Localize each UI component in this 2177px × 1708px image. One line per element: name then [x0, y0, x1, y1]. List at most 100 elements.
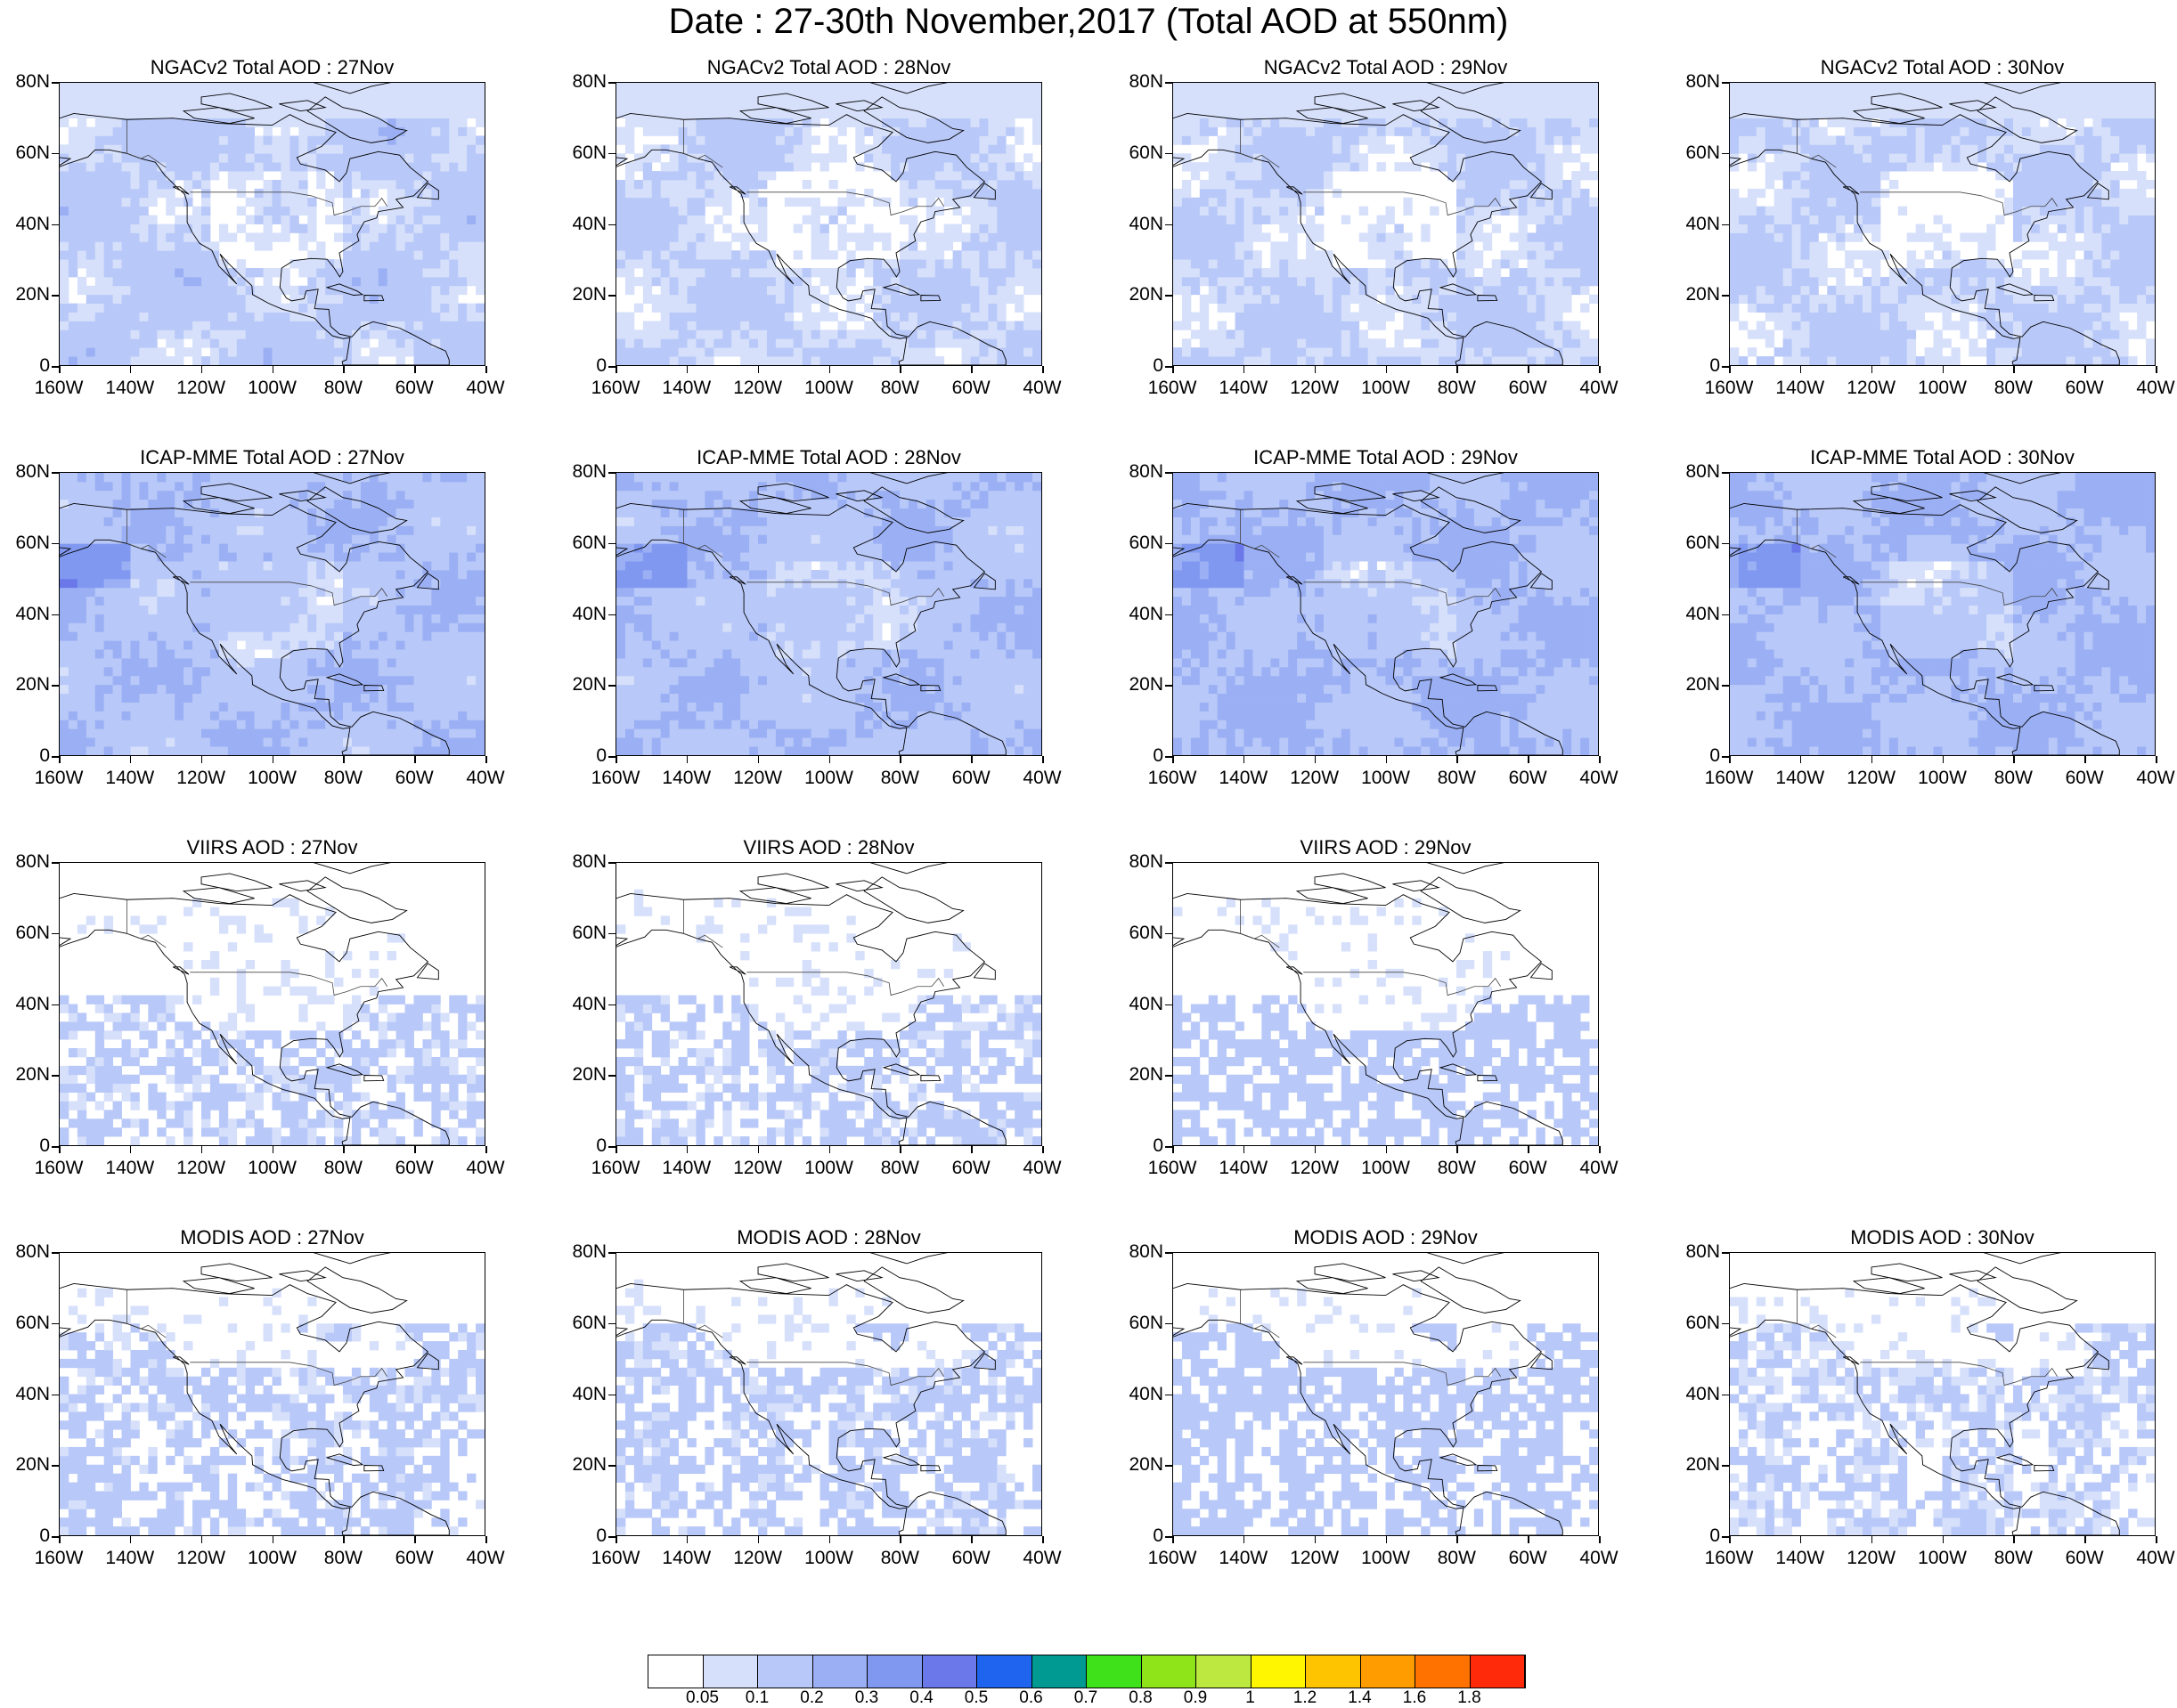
- y-tick: [1165, 1075, 1172, 1077]
- y-tick: [1722, 82, 1729, 84]
- national-border: [683, 119, 944, 216]
- x-tick: [343, 756, 345, 763]
- x-tick-label: 140W: [1775, 1548, 1825, 1568]
- x-tick: [414, 1146, 416, 1153]
- coastline: [1730, 83, 2120, 365]
- y-tick-label: 0: [596, 1135, 607, 1156]
- x-tick: [200, 1146, 203, 1153]
- x-tick-label: 100W: [1918, 378, 1967, 398]
- x-tick-label: 100W: [248, 768, 297, 788]
- y-tick-label: 20N: [1129, 674, 1163, 695]
- x-tick: [1942, 366, 1944, 373]
- map-panel: MODIS AOD : 29Nov 80N 60N 40N 20N 0 160W 140W 12…: [1113, 1225, 1618, 1617]
- x-tick: [1799, 1536, 1802, 1543]
- x-tick: [414, 1536, 416, 1543]
- y-tick: [1165, 756, 1172, 758]
- coastline: [1173, 83, 1563, 365]
- x-tick: [828, 1536, 830, 1543]
- aod-cells: [1173, 473, 1598, 755]
- x-tick: [485, 1146, 487, 1153]
- y-tick: [1722, 152, 1729, 155]
- x-tick-label: 80W: [1994, 1548, 2033, 1568]
- y-tick: [608, 152, 616, 155]
- y-tick: [608, 756, 616, 758]
- colorbar-label: 0.7: [1073, 1688, 1098, 1707]
- aod-field: [1730, 473, 2155, 755]
- x-tick: [757, 1536, 760, 1543]
- panel-title: NGACv2 Total AOD : 27Nov: [150, 56, 395, 78]
- y-tick-label: 20N: [1685, 674, 1720, 695]
- colorbar-label: 1.2: [1292, 1688, 1317, 1707]
- x-tick-label: 100W: [804, 378, 853, 398]
- y-tick-label: 20N: [1129, 1454, 1163, 1476]
- coastline: [1730, 1253, 2120, 1535]
- y-tick: [52, 1004, 59, 1005]
- y-tick: [608, 932, 616, 935]
- aod-map: [1172, 472, 1599, 756]
- x-tick: [1528, 1536, 1529, 1543]
- y-tick: [1165, 542, 1172, 545]
- x-tick-label: 80W: [880, 1158, 919, 1178]
- x-tick: [2013, 756, 2015, 763]
- aod-field: [616, 863, 1041, 1145]
- x-tick: [971, 366, 973, 373]
- x-tick: [485, 366, 487, 373]
- y-tick-label: 20N: [572, 284, 607, 305]
- national-border: [126, 119, 387, 216]
- coastline: [60, 1253, 450, 1535]
- x-tick-label: 60W: [395, 378, 434, 398]
- x-tick: [1871, 756, 1873, 763]
- national-border: [683, 509, 944, 606]
- x-tick-label: 40W: [1579, 1158, 1618, 1178]
- y-tick: [1722, 1252, 1729, 1254]
- x-tick: [1172, 1146, 1174, 1153]
- x-tick-label: 120W: [1290, 1548, 1340, 1568]
- aod-map: [59, 472, 485, 756]
- x-tick-label: 100W: [804, 1158, 853, 1178]
- y-tick-label: 40N: [15, 603, 50, 624]
- x-tick: [757, 1146, 760, 1153]
- panel-title: MODIS AOD : 28Nov: [737, 1226, 921, 1248]
- x-tick-label: 40W: [1023, 768, 1062, 788]
- aod-map: [1172, 862, 1599, 1146]
- x-tick-label: 120W: [1847, 378, 1896, 398]
- y-tick-label: 60N: [1129, 142, 1163, 163]
- y-tick: [1165, 1146, 1172, 1148]
- y-tick: [52, 1252, 59, 1254]
- y-tick-label: 80N: [1685, 461, 1720, 482]
- x-tick: [59, 1146, 61, 1153]
- x-tick-label: 160W: [1704, 378, 1754, 398]
- map-panel: NGACv2 Total AOD : 30Nov 80N 60N 40N 20N 0 160…: [1670, 55, 2174, 447]
- x-tick: [2156, 1536, 2157, 1543]
- x-tick-label: 100W: [1361, 378, 1410, 398]
- y-tick-label: 40N: [572, 603, 607, 624]
- y-tick-label: 60N: [572, 922, 607, 943]
- x-tick-label: 40W: [466, 1158, 505, 1178]
- y-tick-label: 0: [596, 745, 607, 766]
- x-tick-label: 80W: [1437, 1548, 1476, 1568]
- y-tick: [1722, 1536, 1729, 1538]
- x-tick-label: 140W: [1219, 378, 1268, 398]
- y-tick: [608, 614, 616, 615]
- x-tick-label: 100W: [248, 1158, 297, 1178]
- x-tick: [1042, 1146, 1044, 1153]
- y-tick-label: 0: [39, 355, 50, 376]
- y-tick-label: 60N: [1685, 532, 1720, 553]
- map-panel: ICAP-MME Total AOD : 28Nov 80N 60N 40N 20N 0 1…: [557, 445, 1061, 837]
- x-tick-label: 100W: [1361, 1158, 1410, 1178]
- aod-cells: [60, 83, 485, 365]
- y-tick-label: 80N: [572, 851, 607, 872]
- colorbar-label: 0.05: [686, 1688, 719, 1707]
- x-tick-label: 140W: [105, 1548, 155, 1568]
- y-tick-label: 40N: [15, 213, 50, 234]
- aod-field: [60, 1253, 485, 1535]
- x-tick: [1871, 1536, 1873, 1543]
- colorbar-swatch: [703, 1655, 758, 1688]
- y-tick: [52, 614, 59, 615]
- y-tick: [608, 1075, 616, 1077]
- colorbar-label: 1.6: [1402, 1688, 1427, 1707]
- x-tick: [1042, 756, 1044, 763]
- colorbar-swatch: [1306, 1655, 1361, 1688]
- y-tick: [608, 685, 616, 687]
- y-tick-label: 40N: [1129, 603, 1163, 624]
